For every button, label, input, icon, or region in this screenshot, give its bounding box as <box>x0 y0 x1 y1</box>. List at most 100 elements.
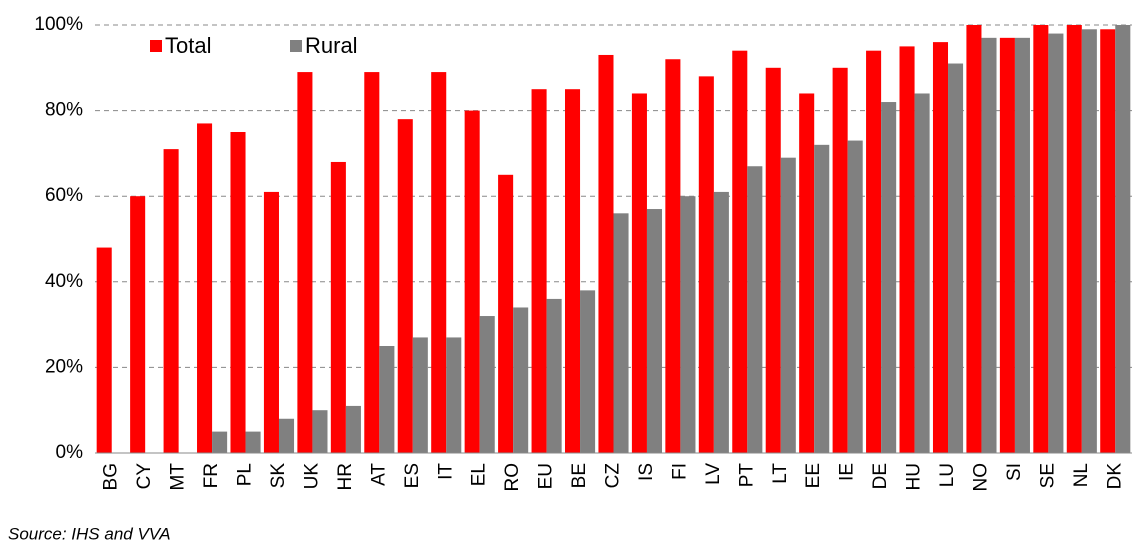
y-tick-label: 20% <box>45 356 83 377</box>
bar <box>412 337 428 453</box>
bar <box>212 431 228 453</box>
bar <box>914 93 930 453</box>
bar <box>1115 25 1131 453</box>
x-tick-label: PT <box>736 463 757 488</box>
bar <box>364 72 380 453</box>
bar <box>866 50 882 454</box>
bar <box>163 149 179 453</box>
bar <box>230 132 246 453</box>
y-tick-label: 100% <box>34 14 83 35</box>
bar <box>698 76 714 454</box>
x-tick-label: LT <box>770 463 791 484</box>
bar <box>1033 25 1049 453</box>
legend-label: Rural <box>305 33 358 58</box>
y-tick-label: 80% <box>45 100 83 121</box>
y-tick-label: 40% <box>45 271 83 292</box>
y-tick-label: 60% <box>45 185 83 206</box>
x-tick-label: EU <box>536 463 557 489</box>
bar <box>765 67 781 454</box>
bar <box>713 191 729 454</box>
bar <box>814 144 830 453</box>
bar <box>847 140 863 453</box>
bar <box>899 46 915 454</box>
bar <box>747 166 763 454</box>
x-tick-label: UK <box>301 463 322 490</box>
x-tick-label: FI <box>669 463 690 480</box>
bar <box>1066 25 1082 453</box>
bar <box>631 93 647 453</box>
bar <box>665 59 681 454</box>
y-tick-label: 0% <box>56 442 84 463</box>
bar <box>646 209 663 453</box>
bar <box>966 25 982 453</box>
bar <box>932 42 949 454</box>
bar <box>464 110 480 453</box>
bar <box>1081 29 1097 454</box>
legend-swatch <box>150 40 162 52</box>
x-tick-label: MT <box>168 463 189 491</box>
x-tick-label: HU <box>904 463 925 490</box>
x-tick-label: LU <box>937 463 958 487</box>
bar <box>799 93 815 453</box>
x-tick-label: SK <box>268 463 289 489</box>
x-tick-label: FR <box>201 463 222 488</box>
bar <box>263 191 279 454</box>
bar <box>498 174 514 454</box>
source-note: Source: IHS and VVA <box>8 524 171 543</box>
bar <box>446 337 462 453</box>
legend-swatch <box>290 40 302 52</box>
x-tick-label: DE <box>870 463 891 489</box>
x-tick-label: DK <box>1104 463 1125 490</box>
x-tick-label: PL <box>235 463 256 486</box>
bar <box>245 431 261 453</box>
x-tick-label: CZ <box>603 463 624 489</box>
bar <box>999 37 1015 454</box>
bar <box>1100 29 1116 454</box>
x-tick-label: EE <box>803 463 824 488</box>
bar <box>345 405 361 453</box>
bar <box>1014 37 1030 454</box>
bar <box>130 196 146 453</box>
bar <box>680 196 696 453</box>
bar <box>613 213 629 453</box>
bar <box>96 247 112 453</box>
x-tick-label: CY <box>134 463 155 490</box>
bar <box>881 102 897 453</box>
bar <box>513 307 529 453</box>
bar <box>531 89 547 453</box>
bar <box>546 298 562 453</box>
bar <box>598 54 614 454</box>
bar <box>379 346 395 453</box>
x-tick-label: EL <box>469 463 490 486</box>
bar <box>832 67 848 454</box>
x-tick-label: NO <box>970 463 991 492</box>
x-tick-label: LV <box>703 463 724 485</box>
bar <box>297 72 313 453</box>
x-tick-label: IT <box>435 463 456 480</box>
bar <box>330 161 346 453</box>
bar <box>580 290 596 453</box>
x-tick-label: ES <box>402 463 423 488</box>
bar <box>397 119 413 453</box>
x-tick-label: HR <box>335 463 356 490</box>
x-tick-label: AT <box>368 463 389 486</box>
bar <box>312 410 328 453</box>
bar <box>732 50 748 454</box>
x-tick-label: BG <box>101 463 122 490</box>
bar <box>780 157 796 453</box>
bar <box>948 63 964 454</box>
x-tick-label: IE <box>837 463 858 481</box>
legend-label: Total <box>165 33 211 58</box>
x-tick-label: NL <box>1071 463 1092 487</box>
x-tick-label: IS <box>636 463 657 481</box>
bar <box>431 72 447 453</box>
x-tick-label: BE <box>569 463 590 488</box>
bar <box>197 123 213 453</box>
x-tick-label: SI <box>1004 463 1025 481</box>
bar <box>564 89 581 453</box>
x-tick-label: SE <box>1037 463 1058 488</box>
x-tick-label: RO <box>502 463 523 492</box>
bar <box>479 316 495 453</box>
bar <box>278 418 295 453</box>
